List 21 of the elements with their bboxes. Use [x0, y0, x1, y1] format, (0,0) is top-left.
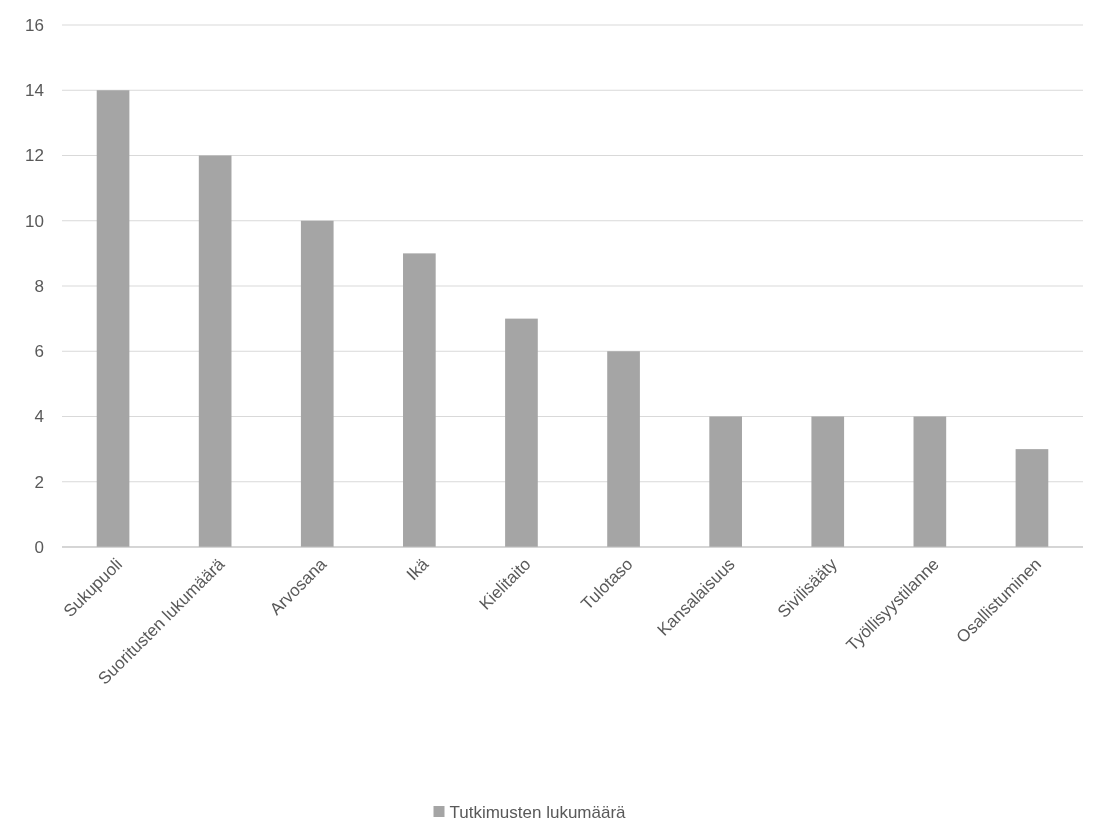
bar [709, 416, 742, 547]
bar [505, 318, 538, 547]
bar [607, 351, 640, 547]
legend-label: Tutkimusten lukumäärä [449, 802, 627, 822]
y-tick-label: 6 [34, 342, 44, 362]
y-tick-label: 0 [34, 537, 44, 557]
y-tick-label: 4 [34, 407, 44, 427]
bar [198, 155, 232, 547]
bar [96, 90, 130, 547]
bar [1015, 449, 1049, 547]
bar [300, 220, 334, 547]
y-tick-label: 8 [34, 276, 44, 296]
bar [403, 253, 436, 547]
x-tick-label: Ikä [402, 554, 433, 585]
y-tick-label: 10 [25, 211, 44, 231]
y-tick-label: 12 [25, 146, 44, 166]
y-tick-label: 2 [34, 472, 44, 492]
y-tick-label: 16 [25, 15, 44, 35]
bar [913, 416, 947, 547]
y-tick-label: 14 [25, 81, 44, 101]
bar [811, 416, 845, 547]
